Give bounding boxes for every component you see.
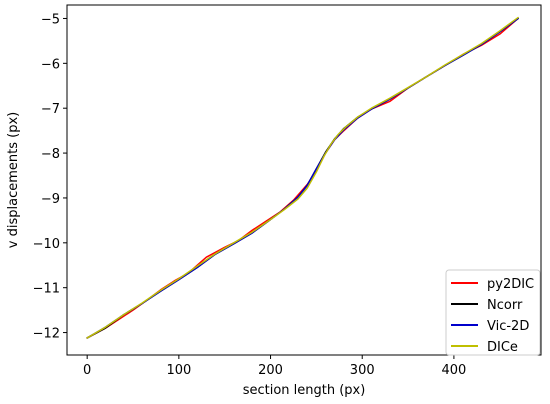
x-tick-label: 0 [83, 363, 91, 378]
series-line-dice [86, 16, 519, 339]
y-tick-label: −5 [41, 12, 60, 27]
y-tick-label: −11 [33, 282, 60, 297]
y-tick-label: −10 [33, 237, 60, 252]
legend-label: DICe [487, 340, 518, 355]
legend-label: Vic-2D [487, 319, 529, 334]
y-tick-label: −8 [41, 147, 60, 162]
y-tick-label: −7 [41, 102, 60, 117]
series-layer [86, 16, 519, 339]
y-tick-label: −12 [33, 327, 60, 342]
x-tick-label: 100 [166, 363, 191, 378]
legend-label: Ncorr [487, 298, 523, 313]
legend-label: py2DIC [487, 277, 534, 292]
x-tick-label: 400 [441, 363, 466, 378]
ticks-layer: 0 100 200 300 400 −12 −11 −10 −9 −8 −7 −6 −5 [33, 12, 467, 378]
y-tick-label: −6 [41, 57, 60, 72]
x-tick-label: 300 [350, 363, 375, 378]
y-axis-label: v displacements (px) [6, 112, 21, 248]
legend: py2DIC Ncorr Vic-2D DICe [445, 269, 541, 356]
plot-frame [66, 4, 542, 356]
x-tick-label: 200 [258, 363, 283, 378]
y-tick-label: −9 [41, 192, 60, 207]
x-axis-label: section length (px) [243, 383, 366, 398]
legend-box [445, 269, 541, 356]
